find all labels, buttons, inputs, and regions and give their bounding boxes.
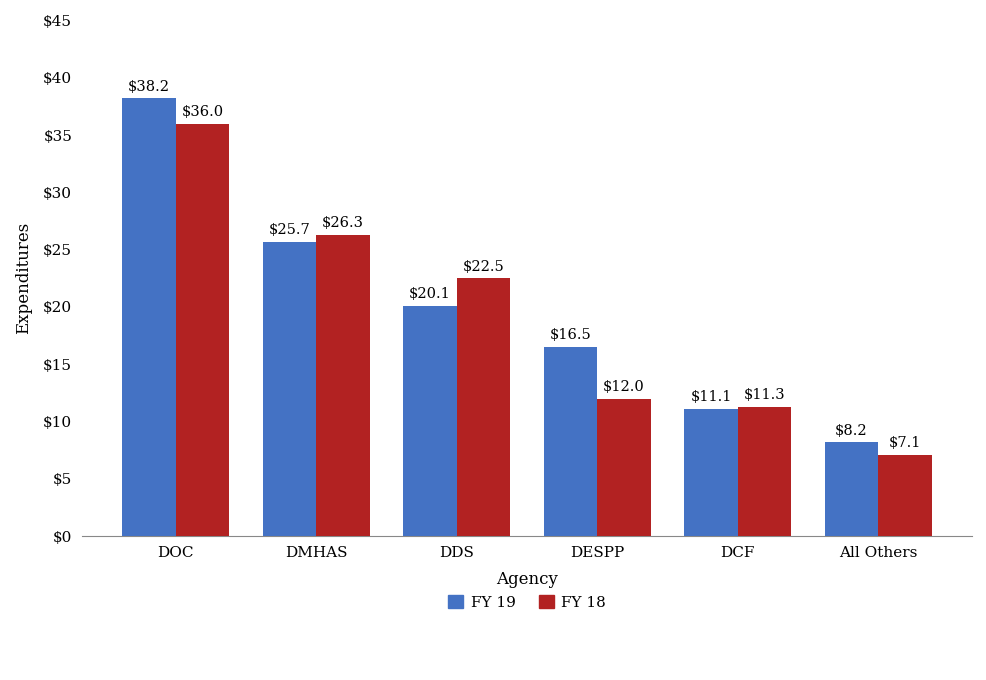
Bar xyxy=(878,455,931,536)
Bar xyxy=(824,442,878,536)
Bar xyxy=(262,241,316,536)
Text: $11.1: $11.1 xyxy=(689,390,731,405)
Bar xyxy=(737,407,790,536)
Text: $16.5: $16.5 xyxy=(549,328,591,343)
Text: $25.7: $25.7 xyxy=(268,223,311,237)
Text: $22.5: $22.5 xyxy=(462,260,504,273)
Text: $36.0: $36.0 xyxy=(181,105,223,119)
Y-axis label: Expenditures: Expenditures xyxy=(15,222,32,335)
Bar xyxy=(122,99,176,536)
Text: $8.2: $8.2 xyxy=(834,424,867,437)
Bar xyxy=(457,278,510,536)
Text: $26.3: $26.3 xyxy=(321,216,364,230)
Text: $20.1: $20.1 xyxy=(409,287,451,301)
Text: $7.1: $7.1 xyxy=(887,436,920,450)
Text: $38.2: $38.2 xyxy=(128,80,170,94)
Bar xyxy=(543,347,597,536)
Text: $12.0: $12.0 xyxy=(602,380,644,394)
Bar xyxy=(403,306,457,536)
Bar xyxy=(176,124,229,536)
Bar xyxy=(316,235,370,536)
Legend: FY 19, FY 18: FY 19, FY 18 xyxy=(441,589,611,616)
X-axis label: Agency: Agency xyxy=(496,571,557,588)
Text: $11.3: $11.3 xyxy=(742,388,785,402)
Bar xyxy=(597,398,650,536)
Bar xyxy=(683,409,737,536)
